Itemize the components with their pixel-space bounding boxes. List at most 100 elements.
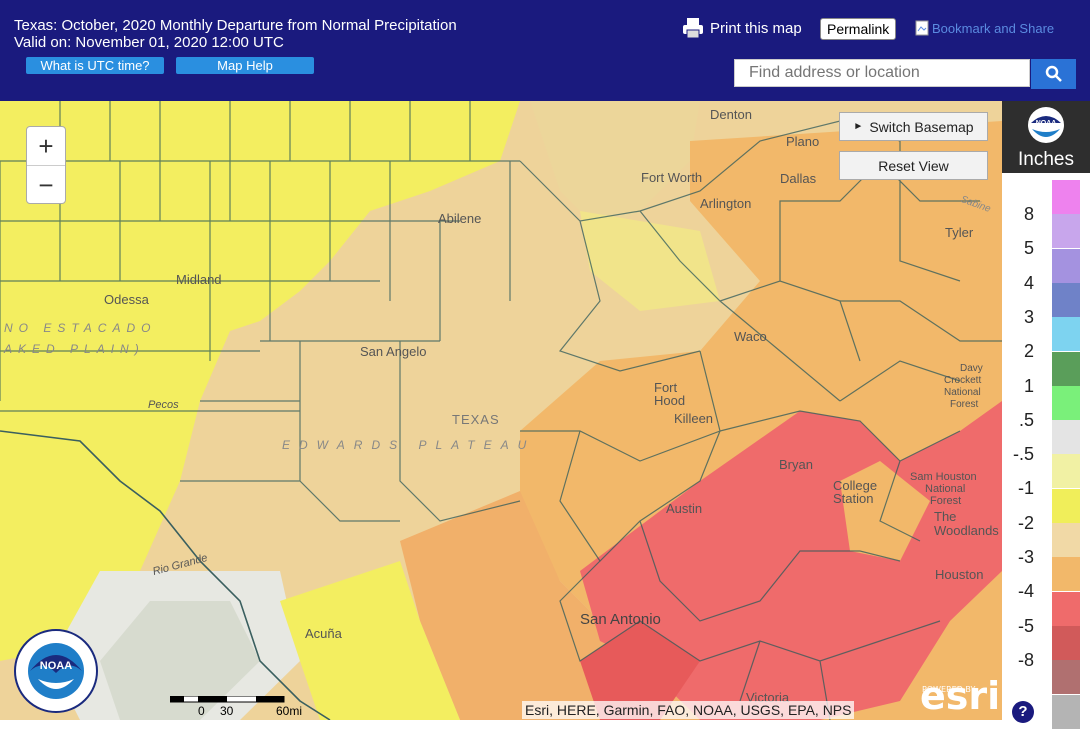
legend-label: -5 (1017, 615, 1034, 636)
zoom-control: + − (26, 126, 66, 204)
place-label: National (925, 483, 966, 495)
place-label: Odessa (104, 292, 149, 307)
place-label: National (944, 387, 981, 398)
legend-swatch (1052, 454, 1080, 489)
switch-basemap-label: Switch Basemap (869, 118, 974, 135)
legend-swatch (1052, 488, 1080, 523)
legend-swatch (1052, 523, 1080, 557)
map-canvas (0, 101, 1002, 720)
legend-label: -.5 (1012, 444, 1034, 465)
map-attribution: Esri, HERE, Garmin, FAO, NOAA, USGS, EPA… (522, 701, 855, 719)
bookmark-share-link[interactable]: Bookmark and Share (915, 20, 1054, 36)
printer-icon (683, 18, 703, 38)
place-label: Denton (710, 107, 752, 122)
esri-powered-by: POWERED BY (922, 685, 976, 694)
legend-swatch (1052, 282, 1080, 317)
place-label: Tyler (945, 225, 974, 240)
header-bar: Texas: October, 2020 Monthly Departure f… (0, 0, 1090, 101)
place-label: Forest (930, 495, 962, 507)
place-label: San Antonio (580, 611, 661, 628)
map-title: Texas: October, 2020 Monthly Departure f… (14, 17, 457, 51)
place-label: Dallas (780, 171, 817, 186)
legend-swatch (1052, 591, 1080, 626)
legend-swatch (1052, 180, 1080, 214)
legend-unit: Inches (1018, 149, 1074, 170)
search-button[interactable] (1031, 59, 1076, 89)
legend-swatch (1052, 248, 1080, 283)
scale-label-end: 60mi (276, 704, 303, 718)
broken-image-icon (915, 20, 929, 36)
switch-basemap-button[interactable]: ► Switch Basemap (839, 112, 988, 141)
legend-swatch (1052, 694, 1080, 729)
utc-time-button[interactable]: What is UTC time? (26, 57, 164, 74)
esri-logo: POWERED BY esri (920, 676, 1000, 716)
place-label: Austin (666, 501, 703, 516)
legend-label: -1 (1017, 478, 1034, 499)
state-label: TEXAS (452, 412, 500, 427)
map-help-button[interactable]: Map Help (176, 57, 314, 74)
search-icon (1045, 65, 1062, 82)
print-label: Print this map (710, 19, 802, 37)
region-label: EDWARDS PLATEAU (282, 438, 536, 452)
esri-logo-text: esri (920, 674, 1001, 718)
place-label: Arlington (700, 196, 752, 211)
legend-swatch (1052, 625, 1080, 660)
scale-bar-graphic (169, 695, 285, 703)
help-icon[interactable]: ? (1012, 701, 1034, 723)
legend-swatch (1052, 385, 1080, 420)
print-map-button[interactable]: Print this map (682, 18, 802, 38)
legend-label: 4 (1023, 272, 1034, 293)
region-label: AKED PLAIN) (4, 342, 145, 356)
place-label: Crockett (944, 375, 982, 386)
place-label: Killeen (674, 411, 714, 426)
reset-view-button[interactable]: Reset View (839, 151, 988, 180)
legend-swatch (1052, 317, 1080, 352)
caret-right-icon: ► (853, 121, 864, 132)
place-label: Plano (786, 134, 820, 149)
place-label: San Angelo (360, 344, 427, 359)
zoom-in-button[interactable]: + (27, 127, 65, 166)
place-label: Midland (176, 272, 222, 287)
legend-label: 2 (1023, 341, 1034, 362)
precipitation-map[interactable]: Denton Plano Fort Worth Dallas Arlington… (0, 101, 1002, 720)
legend-header: NOAA Inches (1002, 101, 1090, 173)
place-label: Waco (734, 329, 767, 344)
noaa-seal: NOAA (14, 629, 98, 713)
noaa-logo-icon: NOAA (1028, 107, 1064, 143)
place-label: Abilene (438, 211, 482, 226)
valid-date: Valid on: November 01, 2020 12:00 UTC (14, 34, 284, 51)
zoom-out-button[interactable]: − (38, 169, 54, 200)
legend-swatch (1052, 660, 1080, 695)
legend-label: 3 (1023, 306, 1034, 327)
legend-label: 5 (1023, 238, 1034, 259)
legend-swatch (1052, 351, 1080, 386)
place-label: Houston (935, 567, 984, 582)
place-label: Forest (950, 399, 979, 410)
noaa-logo-text: NOAA (1036, 120, 1057, 127)
place-label: Woodlands (934, 523, 999, 538)
legend-swatch (1052, 214, 1080, 249)
legend-swatch (1052, 420, 1080, 455)
search-input[interactable] (734, 59, 1030, 87)
legend-label: -3 (1017, 547, 1034, 567)
place-label: Bryan (779, 457, 813, 472)
noaa-seal-text: NOAA (40, 660, 72, 672)
bookmark-label: Bookmark and Share (932, 20, 1055, 36)
river-label: Pecos (148, 399, 179, 411)
scale-bar: 0 30 60mi (169, 693, 302, 718)
noaa-seal-icon: NOAA (14, 629, 98, 713)
place-label: College (833, 478, 878, 493)
legend-label: .5 (1018, 409, 1034, 430)
place-label: Acuña (305, 626, 342, 641)
legend-label: -4 (1017, 581, 1034, 602)
place-label: Fort Worth (641, 170, 703, 185)
place-label: Sam Houston (910, 471, 977, 483)
region-label: NO ESTACADO (4, 321, 157, 335)
map-title-line: Texas: October, 2020 Monthly Departure f… (14, 17, 457, 34)
legend-label: -2 (1017, 512, 1034, 533)
legend-swatch (1052, 557, 1080, 592)
scale-label-zero: 0 (198, 704, 205, 718)
permalink-button[interactable]: Permalink (820, 18, 897, 40)
legend-label: -8 (1017, 649, 1034, 670)
legend-label: 8 (1023, 204, 1034, 224)
